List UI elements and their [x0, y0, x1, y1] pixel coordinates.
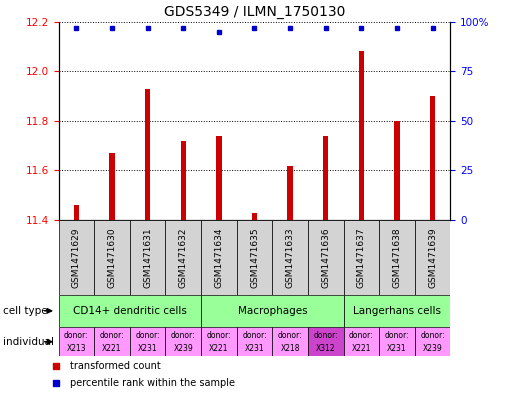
Bar	[109, 153, 115, 220]
Text: GSM1471631: GSM1471631	[143, 227, 152, 288]
Text: X231: X231	[138, 344, 157, 353]
Text: donor:: donor:	[420, 331, 445, 340]
Bar	[181, 141, 186, 220]
Text: GSM1471639: GSM1471639	[428, 227, 437, 288]
Bar	[323, 136, 328, 220]
FancyBboxPatch shape	[308, 327, 344, 356]
FancyBboxPatch shape	[415, 327, 450, 356]
Text: GSM1471634: GSM1471634	[214, 227, 223, 288]
Text: transformed count: transformed count	[70, 361, 161, 371]
FancyBboxPatch shape	[344, 220, 379, 295]
FancyBboxPatch shape	[272, 327, 308, 356]
Text: donor:: donor:	[278, 331, 302, 340]
Text: donor:: donor:	[242, 331, 267, 340]
FancyBboxPatch shape	[59, 327, 94, 356]
FancyBboxPatch shape	[201, 220, 237, 295]
Text: donor:: donor:	[64, 331, 89, 340]
Text: Langerhans cells: Langerhans cells	[353, 306, 441, 316]
Text: GSM1471630: GSM1471630	[107, 227, 117, 288]
Text: GSM1471635: GSM1471635	[250, 227, 259, 288]
Text: donor:: donor:	[100, 331, 124, 340]
FancyBboxPatch shape	[272, 220, 308, 295]
Text: donor:: donor:	[207, 331, 231, 340]
Text: donor:: donor:	[349, 331, 374, 340]
Text: GSM1471638: GSM1471638	[392, 227, 402, 288]
FancyBboxPatch shape	[379, 327, 415, 356]
Bar	[145, 88, 150, 220]
FancyBboxPatch shape	[237, 220, 272, 295]
Title: GDS5349 / ILMN_1750130: GDS5349 / ILMN_1750130	[164, 5, 345, 19]
Text: X221: X221	[209, 344, 229, 353]
FancyBboxPatch shape	[165, 220, 201, 295]
FancyBboxPatch shape	[165, 327, 201, 356]
Bar	[394, 121, 400, 220]
FancyBboxPatch shape	[59, 295, 201, 327]
Bar	[74, 205, 79, 220]
FancyBboxPatch shape	[379, 220, 415, 295]
Text: cell type: cell type	[3, 306, 47, 316]
Text: X312: X312	[316, 344, 335, 353]
Text: individual: individual	[3, 337, 53, 347]
Bar	[430, 96, 435, 220]
Text: donor:: donor:	[314, 331, 338, 340]
Text: GSM1471632: GSM1471632	[179, 227, 188, 288]
FancyBboxPatch shape	[130, 220, 165, 295]
Text: Macrophages: Macrophages	[238, 306, 307, 316]
Text: X221: X221	[352, 344, 371, 353]
FancyBboxPatch shape	[94, 220, 130, 295]
Text: X221: X221	[102, 344, 122, 353]
Text: GSM1471633: GSM1471633	[286, 227, 295, 288]
Text: X231: X231	[245, 344, 264, 353]
FancyBboxPatch shape	[308, 220, 344, 295]
Bar	[288, 165, 293, 220]
Bar	[252, 213, 257, 220]
Text: X218: X218	[280, 344, 300, 353]
FancyBboxPatch shape	[94, 327, 130, 356]
Text: GSM1471636: GSM1471636	[321, 227, 330, 288]
FancyBboxPatch shape	[130, 327, 165, 356]
FancyBboxPatch shape	[344, 327, 379, 356]
Text: X213: X213	[67, 344, 86, 353]
Text: donor:: donor:	[135, 331, 160, 340]
Text: X231: X231	[387, 344, 407, 353]
Text: GSM1471629: GSM1471629	[72, 227, 81, 288]
Text: donor:: donor:	[385, 331, 409, 340]
Text: X239: X239	[174, 344, 193, 353]
Text: CD14+ dendritic cells: CD14+ dendritic cells	[73, 306, 187, 316]
Bar	[359, 51, 364, 220]
FancyBboxPatch shape	[201, 295, 344, 327]
Text: percentile rank within the sample: percentile rank within the sample	[70, 378, 236, 387]
FancyBboxPatch shape	[344, 295, 450, 327]
Text: X239: X239	[423, 344, 442, 353]
FancyBboxPatch shape	[201, 327, 237, 356]
FancyBboxPatch shape	[237, 327, 272, 356]
Text: donor:: donor:	[171, 331, 195, 340]
FancyBboxPatch shape	[415, 220, 450, 295]
FancyBboxPatch shape	[59, 220, 94, 295]
Bar	[216, 136, 221, 220]
Text: GSM1471637: GSM1471637	[357, 227, 366, 288]
